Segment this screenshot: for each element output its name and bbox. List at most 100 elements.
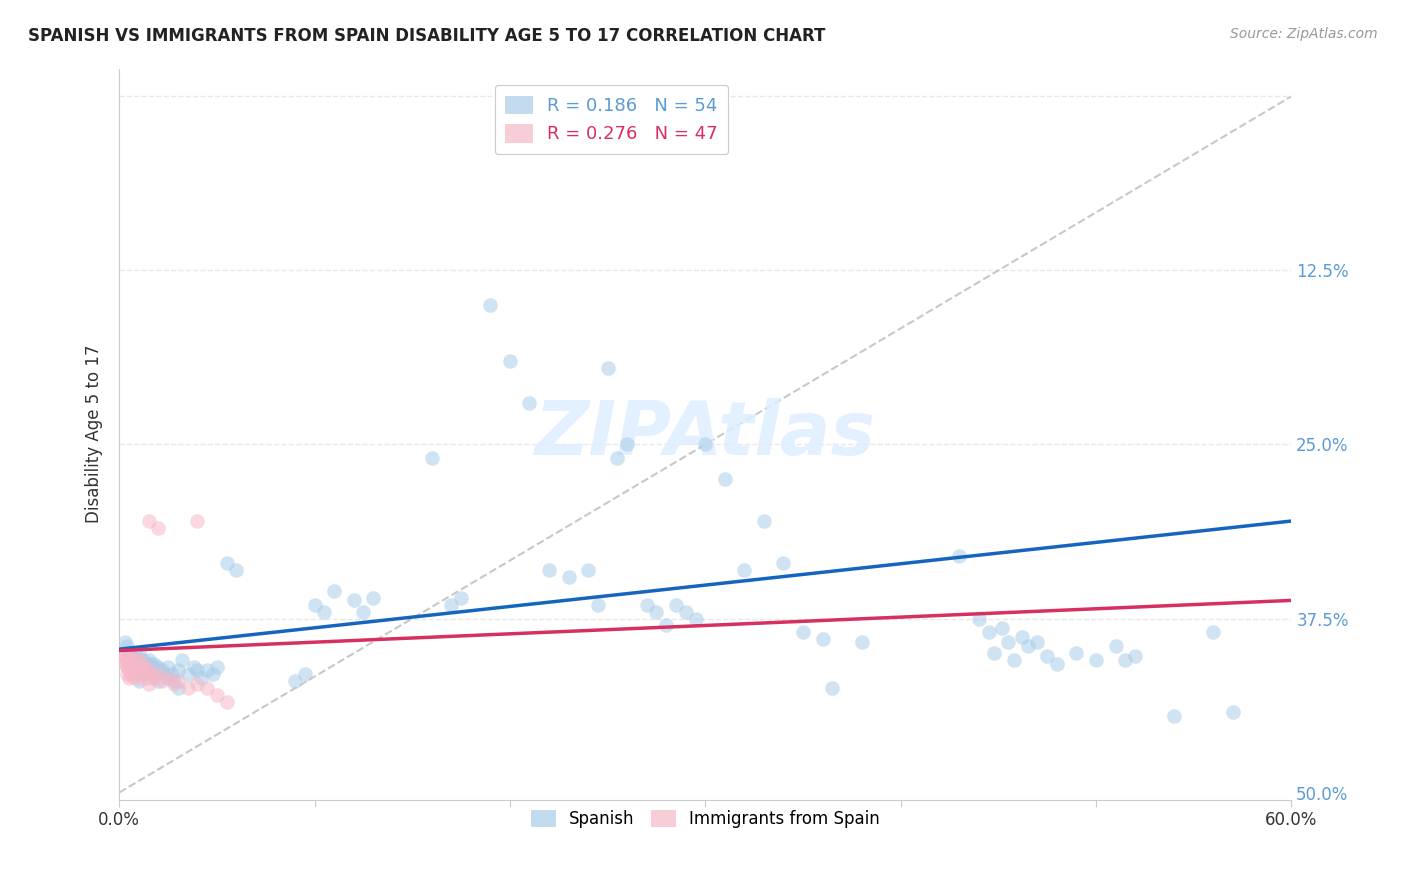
Point (186, 677, 208, 691)
Point (118, 649, 141, 664)
Point (135, 672, 157, 686)
Point (167, 674, 190, 689)
Point (148, 521, 170, 535)
Point (811, 632, 834, 647)
Point (124, 667, 146, 681)
Point (675, 605, 697, 619)
Point (190, 672, 212, 686)
Point (977, 625, 1000, 640)
Point (128, 663, 150, 677)
Point (148, 660, 170, 674)
Point (125, 657, 148, 672)
Point (557, 570, 579, 584)
Point (118, 646, 141, 660)
Y-axis label: Disability Age 5 to 17: Disability Age 5 to 17 (86, 345, 103, 524)
Point (129, 660, 152, 674)
Point (124, 657, 146, 672)
Point (519, 395, 541, 409)
Legend: Spanish, Immigrants from Spain: Spanish, Immigrants from Spain (524, 804, 887, 835)
Point (1104, 640, 1126, 654)
Point (170, 653, 193, 667)
Point (124, 653, 146, 667)
Point (685, 611, 707, 625)
Point (115, 640, 138, 654)
Point (134, 660, 156, 674)
Point (114, 635, 136, 649)
Point (616, 437, 638, 451)
Point (440, 598, 463, 612)
Point (294, 667, 316, 681)
Point (148, 674, 170, 689)
Point (983, 646, 1005, 660)
Point (695, 437, 717, 451)
Point (120, 657, 142, 672)
Point (129, 653, 152, 667)
Point (655, 618, 678, 632)
Point (129, 660, 152, 674)
Point (586, 598, 609, 612)
Point (124, 646, 146, 660)
Point (1026, 635, 1049, 649)
Point (1163, 709, 1185, 723)
Point (132, 653, 155, 667)
Point (138, 677, 160, 691)
Point (733, 563, 755, 577)
Point (120, 649, 142, 664)
Point (122, 663, 145, 677)
Point (1017, 640, 1039, 654)
Point (128, 674, 150, 689)
Point (176, 667, 198, 681)
Point (135, 657, 157, 672)
Point (134, 663, 156, 677)
Point (991, 621, 1014, 635)
Point (1066, 646, 1088, 660)
Point (122, 657, 145, 672)
Point (576, 563, 599, 577)
Point (215, 556, 238, 570)
Point (450, 591, 472, 605)
Point (195, 681, 218, 695)
Point (186, 663, 208, 677)
Point (150, 663, 173, 677)
Point (118, 663, 141, 677)
Point (714, 472, 737, 486)
Point (314, 605, 336, 619)
Point (792, 625, 814, 640)
Point (215, 695, 238, 709)
Point (606, 451, 628, 466)
Point (205, 688, 228, 702)
Text: ZIPAtlas: ZIPAtlas (534, 398, 876, 470)
Point (124, 660, 146, 674)
Point (118, 657, 141, 672)
Point (138, 663, 160, 677)
Point (115, 653, 138, 667)
Point (120, 667, 142, 681)
Point (948, 549, 970, 563)
Point (183, 660, 205, 674)
Point (160, 667, 183, 681)
Point (1036, 649, 1059, 664)
Point (138, 653, 160, 667)
Point (596, 360, 619, 375)
Point (132, 667, 155, 681)
Point (132, 657, 155, 672)
Point (114, 657, 136, 672)
Point (143, 657, 166, 672)
Point (139, 667, 162, 681)
Text: SPANISH VS IMMIGRANTS FROM SPAIN DISABILITY AGE 5 TO 17 CORRELATION CHART: SPANISH VS IMMIGRANTS FROM SPAIN DISABIL… (28, 27, 825, 45)
Point (167, 663, 190, 677)
Point (132, 667, 155, 681)
Point (122, 653, 145, 667)
Point (1046, 657, 1069, 672)
Point (125, 663, 148, 677)
Point (205, 660, 228, 674)
Point (141, 660, 163, 674)
Point (1202, 625, 1225, 640)
Point (202, 667, 225, 681)
Point (125, 667, 148, 681)
Point (118, 672, 141, 686)
Point (752, 514, 775, 528)
Point (157, 660, 180, 674)
Point (479, 298, 502, 312)
Text: Source: ZipAtlas.com: Source: ZipAtlas.com (1230, 27, 1378, 41)
